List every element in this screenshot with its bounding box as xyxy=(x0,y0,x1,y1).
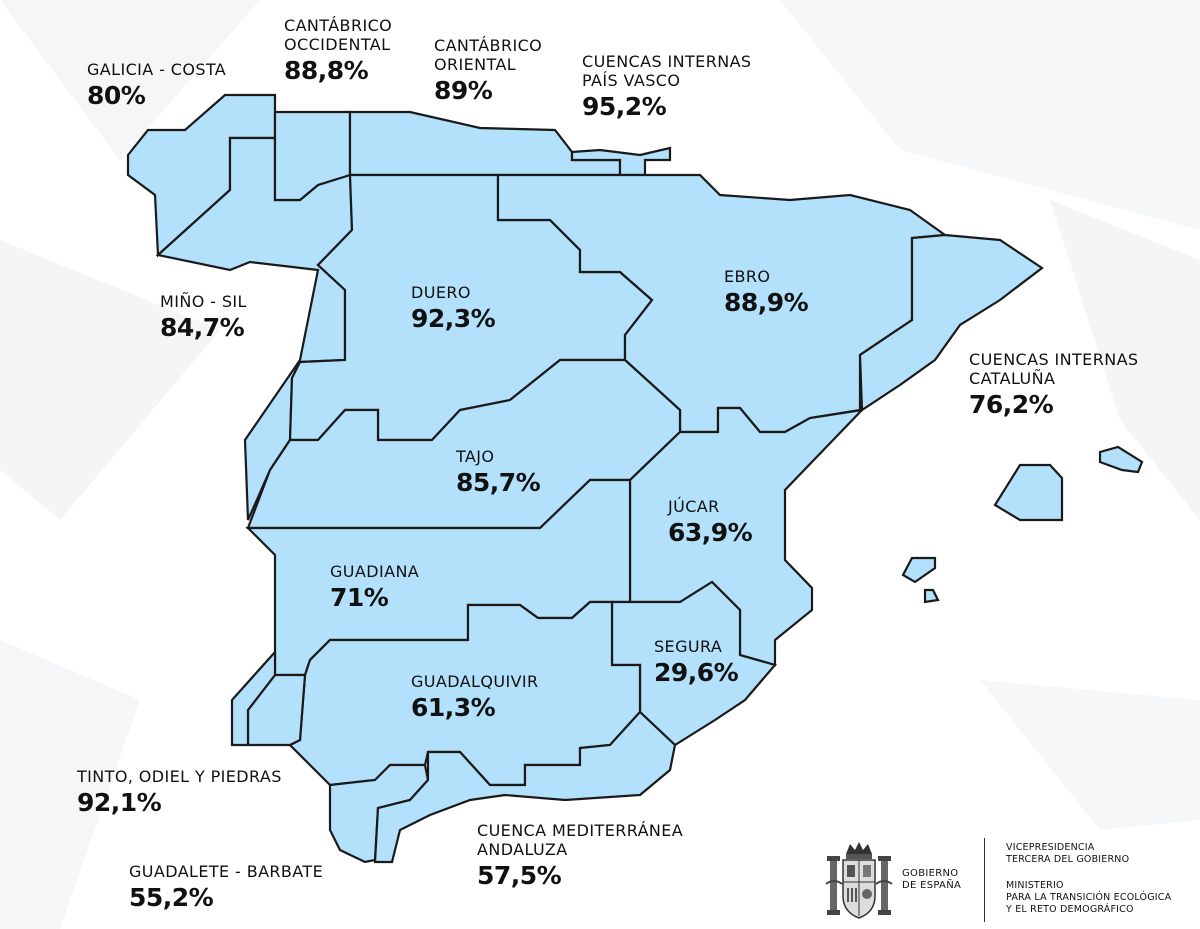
basin-name: CUENCAS INTERNAS PAÍS VASCO xyxy=(582,52,752,90)
basin-percentage: 95,2% xyxy=(582,92,667,121)
basin-name: CUENCA MEDITERRÁNEA ANDALUZA xyxy=(477,821,684,859)
basin-percentage: 88,8% xyxy=(284,56,369,85)
label-tinto-odiel: TINTO, ODIEL Y PIEDRAS 92,1% xyxy=(77,767,282,815)
basin-percentage: 29,6% xyxy=(654,658,739,687)
island-menorca[interactable] xyxy=(1098,445,1144,474)
basin-name: TINTO, ODIEL Y PIEDRAS xyxy=(77,767,282,786)
basin-name: CUENCAS INTERNAS CATALUÑA xyxy=(969,350,1139,388)
basin-name: MIÑO - SIL xyxy=(160,292,247,311)
government-footer: GOBIERNO DE ESPAÑA VICEPRESIDENCIA TERCE… xyxy=(820,832,1190,924)
label-guadalete-barbate: GUADALETE - BARBATE 55,2% xyxy=(129,862,323,910)
island-mallorca[interactable] xyxy=(993,463,1064,522)
basin-percentage: 61,3% xyxy=(411,693,496,722)
basin-percentage: 84,7% xyxy=(160,313,245,342)
basin-name: GUADIANA xyxy=(330,562,420,581)
label-mino-sil: MIÑO - SIL 84,7% xyxy=(160,292,247,340)
basin-percentage: 85,7% xyxy=(456,468,541,497)
basin-name: TAJO xyxy=(456,447,495,466)
basin-name: EBRO xyxy=(724,267,771,286)
basin-name: CANTÁBRICO OCCIDENTAL xyxy=(284,16,393,54)
basin-name: DUERO xyxy=(411,283,471,302)
ministry-name: MINISTERIO PARA LA TRANSICIÓN ECOLÓGICA … xyxy=(1006,880,1172,915)
basin-percentage: 89% xyxy=(434,76,493,105)
label-cantabrico-oriental: CANTÁBRICO ORIENTAL 89% xyxy=(434,36,542,103)
label-tajo: TAJO 85,7% xyxy=(456,447,541,497)
government-name: GOBIERNO DE ESPAÑA xyxy=(902,868,962,891)
basin-name: GALICIA - COSTA xyxy=(87,60,227,79)
basin-percentage: 76,2% xyxy=(969,390,1054,419)
label-cantabrico-occidental: CANTÁBRICO OCCIDENTAL 88,8% xyxy=(284,16,392,83)
label-galicia-costa: GALICIA - COSTA 80% xyxy=(87,60,226,108)
island-ibiza[interactable] xyxy=(901,556,937,584)
basin-pais-vasco[interactable] xyxy=(570,146,672,177)
basin-name: GUADALQUIVIR xyxy=(411,672,539,691)
island-formentera[interactable] xyxy=(923,588,940,604)
label-segura: SEGURA 29,6% xyxy=(654,637,739,687)
basin-percentage: 92,1% xyxy=(77,788,162,817)
basin-name: SEGURA xyxy=(654,637,723,656)
label-guadiana: GUADIANA 71% xyxy=(330,562,419,610)
basin-tinto-coast xyxy=(230,649,277,747)
basin-percentage: 55,2% xyxy=(129,883,214,912)
basin-percentage: 92,3% xyxy=(411,304,496,333)
basin-name: CANTÁBRICO ORIENTAL xyxy=(434,36,543,74)
label-mediterranea-andaluza: CUENCA MEDITERRÁNEA ANDALUZA 57,5% xyxy=(477,821,683,888)
basin-cantabrico-oriental[interactable] xyxy=(348,110,622,177)
basin-name: JÚCAR xyxy=(668,497,720,516)
basin-percentage: 57,5% xyxy=(477,861,562,890)
coat-of-arms-icon xyxy=(825,842,893,919)
vicepresidency-name: VICEPRESIDENCIA TERCERA DEL GOBIERNO xyxy=(1006,842,1130,865)
basin-percentage: 63,9% xyxy=(668,518,753,547)
label-pais-vasco: CUENCAS INTERNAS PAÍS VASCO 95,2% xyxy=(582,52,751,119)
footer-divider xyxy=(984,838,985,922)
basin-percentage: 88,9% xyxy=(724,288,809,317)
label-cataluna: CUENCAS INTERNAS CATALUÑA 76,2% xyxy=(969,350,1138,417)
basin-cataluna[interactable] xyxy=(858,233,1044,412)
label-duero: DUERO 92,3% xyxy=(411,283,496,333)
label-guadalquivir: GUADALQUIVIR 61,3% xyxy=(411,672,539,720)
basin-percentage: 71% xyxy=(330,583,389,612)
basin-percentage: 80% xyxy=(87,81,146,110)
label-ebro: EBRO 88,9% xyxy=(724,267,809,317)
label-jucar: JÚCAR 63,9% xyxy=(668,497,753,547)
basin-mediterranea-andaluza[interactable] xyxy=(373,710,677,864)
basin-name: GUADALETE - BARBATE xyxy=(129,862,324,881)
